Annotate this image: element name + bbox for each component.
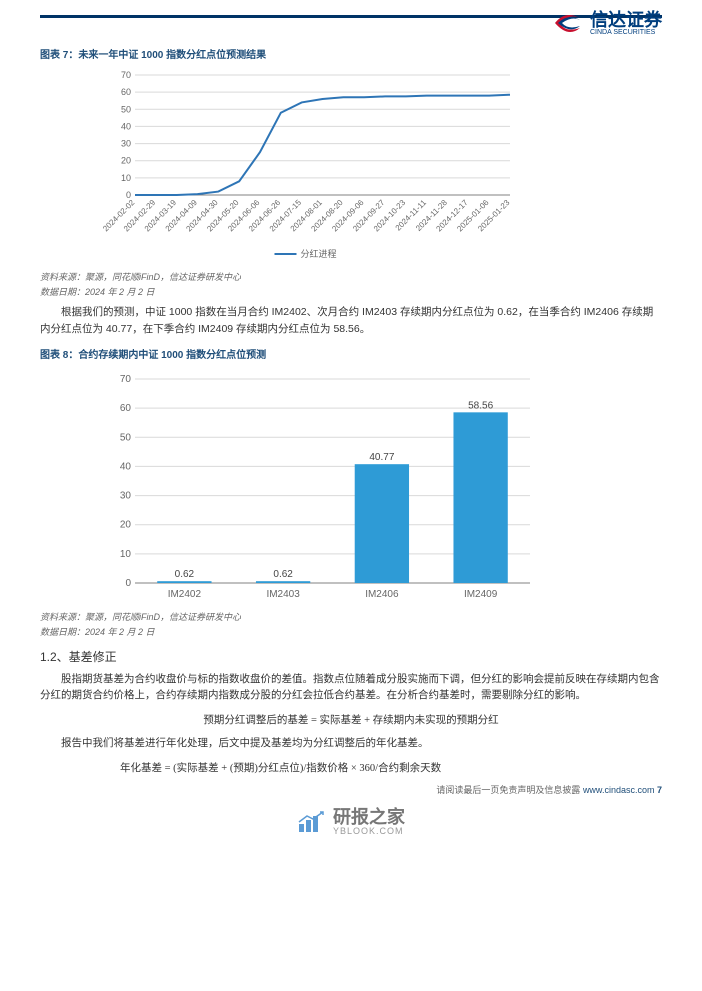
- svg-text:20: 20: [121, 156, 131, 166]
- svg-text:0.62: 0.62: [273, 569, 293, 580]
- footer-logo: 研报之家 YBLOOK.COM: [40, 808, 662, 836]
- svg-text:IM2403: IM2403: [266, 589, 300, 600]
- svg-text:30: 30: [121, 139, 131, 149]
- svg-text:60: 60: [121, 87, 131, 97]
- svg-text:60: 60: [120, 403, 132, 414]
- header-logo: 信达证券 CINDA SECURITIES: [550, 8, 662, 38]
- section-heading: 1.2、基差修正: [40, 648, 662, 665]
- formula-2: 年化基差 = (实际基差 + (预期)分红点位)/指数价格 × 360/合约剩余…: [120, 760, 662, 775]
- svg-text:40: 40: [120, 461, 132, 472]
- bar-chart-icon: [297, 810, 327, 834]
- svg-text:IM2409: IM2409: [464, 589, 498, 600]
- paragraph-2: 股指期货基差为合约收盘价与标的指数收盘价的差值。指数点位随着成分股实施而下调，但…: [40, 671, 662, 705]
- chart8: 0 10 20 30 40 50 60 70 0.62 IM2402 0.62 IM2403 40.77…: [100, 365, 662, 608]
- svg-text:40: 40: [121, 121, 131, 131]
- svg-text:0.62: 0.62: [175, 569, 195, 580]
- page-number: 7: [657, 785, 662, 795]
- footer-logo-cn: 研报之家: [333, 808, 405, 826]
- svg-text:10: 10: [120, 548, 132, 559]
- svg-text:40.77: 40.77: [369, 452, 394, 463]
- footer-logo-en: YBLOOK.COM: [333, 826, 405, 836]
- svg-text:70: 70: [121, 70, 131, 80]
- footer-disclaimer-text: 请阅读最后一页免责声明及信息披露: [436, 785, 580, 795]
- svg-text:30: 30: [120, 490, 132, 501]
- svg-text:分红进程: 分红进程: [301, 248, 337, 259]
- svg-text:50: 50: [121, 104, 131, 114]
- header-logo-en: CINDA SECURITIES: [590, 29, 662, 36]
- svg-text:IM2402: IM2402: [168, 589, 202, 600]
- chart8-title: 图表 8：合约存续期内中证 1000 指数分红点位预测: [40, 346, 662, 361]
- paragraph-1: 根据我们的预测，中证 1000 指数在当月合约 IM2402、次月合约 IM24…: [40, 304, 662, 338]
- footer-url: www.cindasc.com: [583, 785, 655, 795]
- chart7: 0102030405060702024-02-022024-02-292024-…: [100, 65, 662, 268]
- formula-1: 预期分红调整后的基差 = 实际基差 + 存续期内未实现的预期分红: [40, 712, 662, 727]
- header-logo-cn: 信达证券: [590, 11, 662, 29]
- svg-text:10: 10: [121, 173, 131, 183]
- chart7-source2: 数据日期：2024 年 2 月 2 日: [40, 285, 662, 298]
- footer-disclaimer: 请阅读最后一页免责声明及信息披露 www.cindasc.com 7: [40, 783, 662, 796]
- svg-text:50: 50: [120, 432, 132, 443]
- chart8-source2: 数据日期：2024 年 2 月 2 日: [40, 625, 662, 638]
- chart7-title: 图表 7：未来一年中证 1000 指数分红点位预测结果: [40, 46, 662, 61]
- svg-text:20: 20: [120, 519, 132, 530]
- svg-text:58.56: 58.56: [468, 400, 493, 411]
- cinda-swirl-icon: [550, 8, 586, 38]
- chart7-source1: 资料来源：聚源，同花顺iFinD，信达证券研发中心: [40, 270, 662, 283]
- svg-text:IM2406: IM2406: [365, 589, 399, 600]
- paragraph-3: 报告中我们将基差进行年化处理，后文中提及基差均为分红调整后的年化基差。: [40, 735, 662, 752]
- svg-text:70: 70: [120, 374, 132, 385]
- chart8-source1: 资料来源：聚源，同花顺iFinD，信达证券研发中心: [40, 610, 662, 623]
- svg-text:0: 0: [125, 578, 131, 589]
